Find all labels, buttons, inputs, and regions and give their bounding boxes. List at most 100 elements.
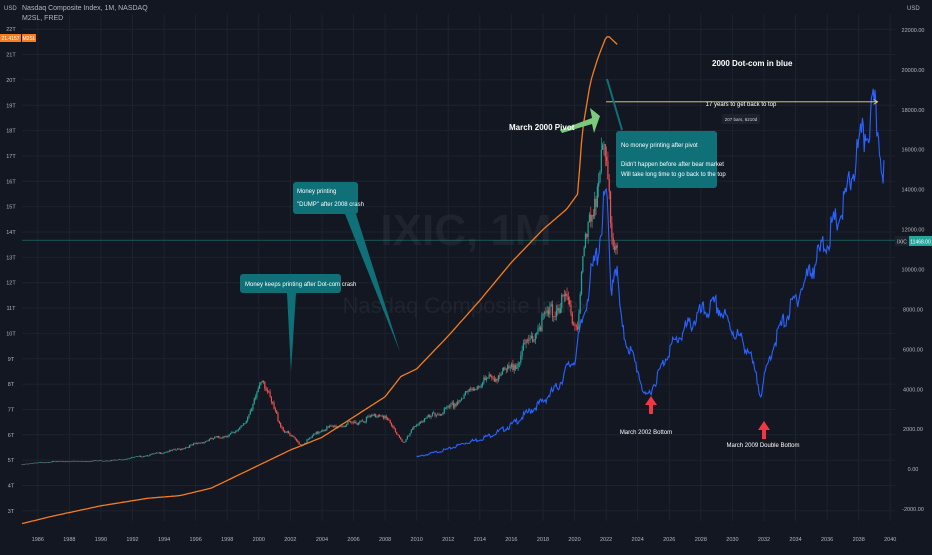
ixic-candle-body xyxy=(137,456,139,457)
ixic-candle-body xyxy=(559,308,562,313)
left-axis-tick-label: 11T xyxy=(6,306,16,312)
ixic-candle-body xyxy=(613,246,616,250)
ixic-candle-body xyxy=(537,328,539,334)
ixic-candle-body xyxy=(167,451,170,453)
ixic-candle-body xyxy=(71,460,73,462)
ixic-candle-body xyxy=(78,461,80,462)
ixic-candle-body xyxy=(417,424,419,426)
left-axis-tick-label: 18T xyxy=(6,129,16,135)
right-axis-tick-label: 6000.00 xyxy=(903,347,923,353)
ixic-candle-body xyxy=(57,461,59,462)
ixic-candle-body xyxy=(443,408,445,413)
ixic-candle-body xyxy=(591,215,593,222)
callout-dotcom-text: Money keeps printing after Dot-com crash xyxy=(245,282,356,288)
ixic-candle-body xyxy=(146,455,148,457)
ixic-candle-body xyxy=(152,453,154,455)
ixic-candle-body xyxy=(390,422,393,426)
ixic-candle-body xyxy=(425,418,427,419)
ixic-candle-body xyxy=(245,420,247,424)
ixic-candle-body xyxy=(221,437,224,439)
time-axis-tick-label: 1986 xyxy=(32,537,44,543)
left-axis-tick-label: 5T xyxy=(8,458,15,464)
right-axis-tick-label: -2000.00 xyxy=(902,507,924,513)
ixic-candle-body xyxy=(109,460,112,462)
ixic-candle-body xyxy=(375,414,377,418)
ixic-candle-body xyxy=(248,414,250,418)
ixic-candle-body xyxy=(103,460,105,462)
legend-secondary-symbol[interactable]: M2SL, FRED xyxy=(22,15,64,22)
ixic-candle-body xyxy=(290,434,292,437)
ixic-candle-body xyxy=(111,459,113,461)
ixic-candle-body xyxy=(86,461,88,462)
ixic-candle-body xyxy=(543,312,546,314)
ixic-candle-body xyxy=(356,423,358,425)
left-axis-tick-label: 21T xyxy=(6,53,16,59)
ixic-candle-body xyxy=(586,234,588,237)
right-axis-tick-label: 10000.00 xyxy=(902,267,925,273)
callout-no-printing-box[interactable] xyxy=(616,131,717,188)
ixic-candle-body xyxy=(210,437,212,439)
ixic-candle-body xyxy=(398,435,401,438)
ixic-candle-body xyxy=(286,431,288,433)
ixic-candle-body xyxy=(254,397,257,399)
time-axis-tick-label: 2038 xyxy=(853,537,865,543)
callout-dump-box[interactable] xyxy=(293,182,358,214)
ixic-candle-body xyxy=(406,436,408,440)
right-axis-tick-label: 8000.00 xyxy=(903,307,923,313)
ixic-candle-body xyxy=(228,434,230,436)
ixic-candle-body xyxy=(413,426,415,429)
callout-dotcom-box[interactable] xyxy=(240,274,341,293)
ixic-candle-body xyxy=(434,412,436,416)
legend-main-symbol[interactable]: Nasdaq Composite Index, 1M, NASDAQ xyxy=(22,5,148,12)
ixic-candle-body xyxy=(261,380,263,383)
ixic-candle-body xyxy=(361,420,364,422)
bottom-2002-arrow-icon[interactable] xyxy=(645,396,657,414)
ixic-candle-body xyxy=(615,245,617,250)
ixic-candle-body xyxy=(108,460,110,462)
ixic-candle-body xyxy=(54,461,56,462)
ixic-candle-body xyxy=(590,214,592,222)
ixic-candle-body xyxy=(196,442,199,444)
ixic-candle-body xyxy=(112,459,114,461)
ixic-candle-body xyxy=(342,425,344,427)
ixic-candle-body xyxy=(363,421,365,423)
watermark-ticker: IXIC, 1M xyxy=(380,206,551,255)
ixic-candle-body xyxy=(157,452,159,454)
pivot-arrow-icon[interactable] xyxy=(560,108,600,133)
ixic-candle-body xyxy=(351,421,353,423)
ixic-candle-body xyxy=(264,382,266,389)
ixic-candle-body xyxy=(492,377,494,379)
time-axis-tick-label: 2036 xyxy=(821,537,833,543)
time-axis-tick-label: 2002 xyxy=(284,537,296,543)
ixic-candle-body xyxy=(408,435,410,437)
ixic-candle-body xyxy=(447,406,449,407)
ixic-candle-body xyxy=(565,293,567,297)
ixic-candle-body xyxy=(310,437,312,439)
ixic-candle-body xyxy=(297,440,299,443)
ixic-candle-body xyxy=(74,461,76,462)
ixic-candle-body xyxy=(426,416,428,419)
ixic-candle-body xyxy=(33,462,35,464)
ixic-candle-body xyxy=(499,375,501,377)
ixic-candle-body xyxy=(472,388,474,391)
right-axis-tick-label: 22000.00 xyxy=(902,28,925,34)
ixic-candle-body xyxy=(562,294,564,296)
pivot-label: March 2000 Pivot xyxy=(509,123,575,132)
ixic-candle-body xyxy=(435,414,437,416)
ixic-candle-body xyxy=(191,444,193,446)
ixic-candle-body xyxy=(63,461,65,463)
ixic-candle-body xyxy=(381,415,383,417)
ixic-candle-body xyxy=(163,452,166,454)
left-axis-tick-label: 20T xyxy=(6,78,16,84)
ixic-candle-body xyxy=(309,437,311,439)
ixic-candle-body xyxy=(410,429,412,434)
ixic-candle-body xyxy=(343,425,345,427)
ixic-candle-body xyxy=(194,443,196,444)
ixic-candle-body xyxy=(107,460,109,462)
ixic-candle-body xyxy=(611,222,613,238)
ixic-candle-body xyxy=(459,399,461,403)
years-back-label: 17 years to get back to top xyxy=(706,102,777,108)
bottom-2009-arrow-icon[interactable] xyxy=(758,421,770,439)
